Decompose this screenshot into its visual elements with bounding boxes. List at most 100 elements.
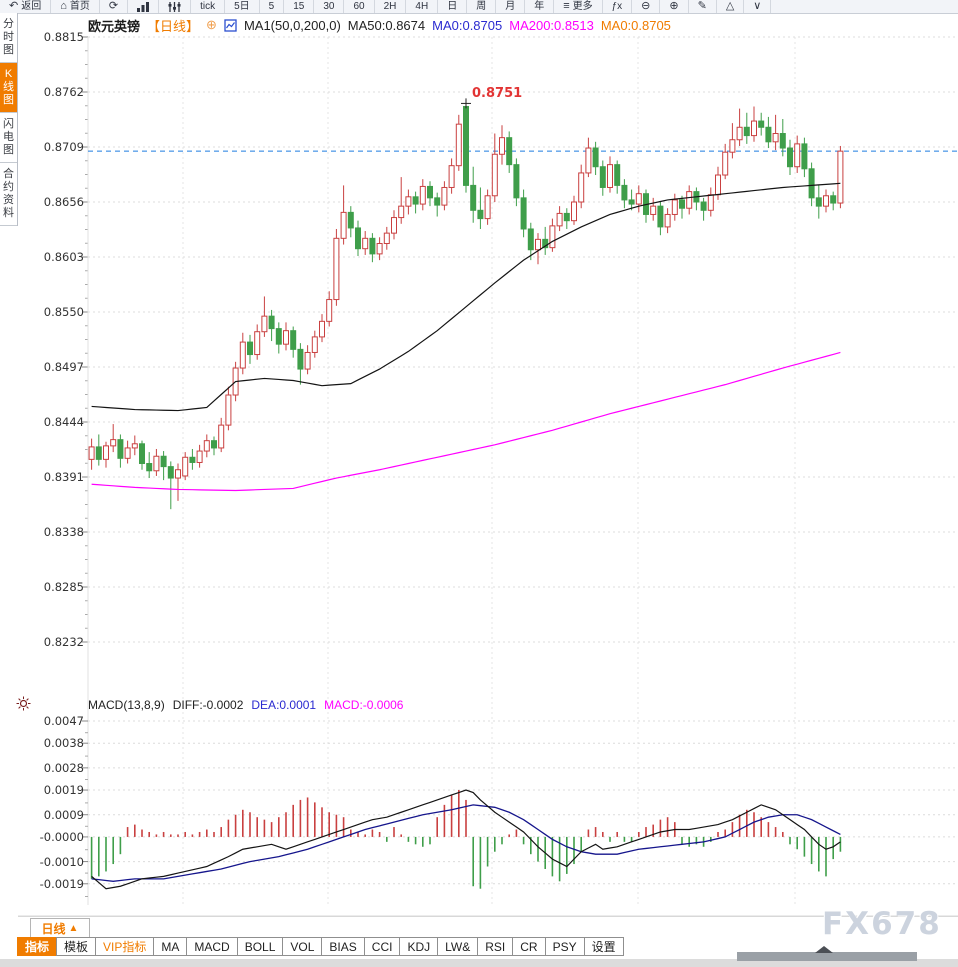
back-icon: ↶ bbox=[9, 0, 19, 12]
zoom-in-icon: ⊕ bbox=[669, 0, 679, 12]
toolbar-refresh[interactable]: ⟳ bbox=[100, 0, 129, 13]
sidebar-item-合约资料[interactable]: 合约资料 bbox=[0, 163, 17, 226]
tab-KDJ[interactable]: KDJ bbox=[399, 937, 439, 956]
tab-BOLL[interactable]: BOLL bbox=[236, 937, 284, 956]
toolbar-label: 5日 bbox=[234, 1, 250, 12]
more-icon: ≡ bbox=[563, 0, 570, 12]
tab-VIP指标[interactable]: VIP指标 bbox=[95, 937, 155, 956]
macd-axis-label: -0.0010 bbox=[39, 854, 84, 869]
price-axis-label: 0.8815 bbox=[43, 30, 84, 44]
sidebar-item-闪电图[interactable]: 闪电图 bbox=[0, 113, 17, 163]
tab-PSY[interactable]: PSY bbox=[544, 937, 585, 956]
tab-MA[interactable]: MA bbox=[153, 937, 188, 956]
toolbar-sliders[interactable] bbox=[159, 0, 192, 13]
expand-icon[interactable]: ⊕ bbox=[206, 17, 217, 32]
sidebar-item-分时图[interactable]: 分时图 bbox=[0, 13, 17, 63]
toolbar-label: 更多 bbox=[572, 1, 593, 12]
sliders-icon bbox=[168, 1, 181, 12]
ma0-orange-value: MA0:0.8705 bbox=[600, 17, 671, 33]
x-axis-row bbox=[18, 916, 958, 938]
toolbar-period-60[interactable]: 60 bbox=[344, 0, 375, 13]
toolbar-label: 4H bbox=[415, 1, 429, 12]
macd-axis-label: 0.0019 bbox=[43, 783, 84, 798]
macd-dea-value: DEA:0.0001 bbox=[251, 698, 317, 712]
toolbar-label: 日 bbox=[447, 1, 458, 12]
chart-header: 欧元英镑 【日线】 ⊕ MA1(50,0,200,0) MA50:0.8674 … bbox=[88, 16, 671, 34]
symbol-name: 欧元英镑 bbox=[88, 18, 141, 34]
tab-CCI[interactable]: CCI bbox=[363, 937, 401, 956]
macd-diff-value: DIFF:-0.0002 bbox=[172, 698, 244, 712]
toolbar-period-15[interactable]: 15 bbox=[284, 0, 315, 13]
toolbar-bar-chart[interactable] bbox=[128, 0, 160, 13]
toolbar-draw[interactable]: ✎ bbox=[689, 0, 717, 13]
tab-CR[interactable]: CR bbox=[512, 937, 546, 956]
refresh-icon: ⟳ bbox=[108, 0, 119, 12]
period-selector-button[interactable]: 日线 ▲ bbox=[30, 918, 90, 938]
fx678-watermark: FX678 bbox=[822, 906, 942, 942]
toolbar-label: 2H bbox=[383, 1, 397, 12]
price-axis-label: 0.8391 bbox=[43, 470, 84, 484]
toolbar-period-tick[interactable]: tick bbox=[191, 0, 226, 13]
period-label: 【日线】 bbox=[147, 18, 200, 34]
toolbar-period-week[interactable]: 周 bbox=[467, 0, 497, 13]
shapes-icon: △ bbox=[725, 0, 735, 12]
toolbar-zoom-out[interactable]: ⊖ bbox=[632, 0, 661, 13]
toolbar-label: ƒx bbox=[611, 1, 623, 12]
scroll-up-arrow-icon bbox=[815, 946, 833, 953]
toolbar-period-year[interactable]: 年 bbox=[525, 0, 555, 13]
toolbar-label: 周 bbox=[476, 1, 487, 12]
toolbar-zoom-in[interactable]: ⊕ bbox=[660, 0, 689, 13]
toolbar-back[interactable]: ↶ 返回 bbox=[0, 0, 52, 13]
toolbar-period-2h[interactable]: 2H bbox=[375, 0, 407, 13]
indicator-settings-icon[interactable] bbox=[16, 696, 31, 716]
top-toolbar: ↶ 返回 ⌂ 首页 ⟳ tick 5日 5 15 30 60 2H 4H 日周月年 ≡ 更多 ƒx ⊖ ⊕ ✎ △ ∨ bbox=[0, 0, 958, 14]
toolbar-fx-indicator[interactable]: ƒx bbox=[603, 0, 633, 13]
home-icon: ⌂ bbox=[60, 0, 67, 12]
collapse-icon: ∨ bbox=[753, 0, 762, 12]
price-axis-label: 0.8762 bbox=[43, 85, 84, 99]
indicator-tab-bar: 指标 模板 VIP指标 MA MACD BOLL VOL BIAS CCI KDJ LW& RSI CR… bbox=[17, 937, 624, 956]
toolbar-label: 30 bbox=[323, 1, 335, 12]
ma200-value: MA200:0.8513 bbox=[509, 17, 594, 33]
toolbar-period-month[interactable]: 月 bbox=[496, 0, 526, 13]
mini-chart-icon[interactable] bbox=[224, 18, 237, 32]
macd-axis-label: -0.0019 bbox=[39, 876, 84, 891]
toolbar-label: 60 bbox=[353, 1, 365, 12]
toolbar-period-5d[interactable]: 5日 bbox=[225, 0, 260, 13]
tab-BIAS[interactable]: BIAS bbox=[321, 937, 365, 956]
price-axis-label: 0.8444 bbox=[43, 415, 84, 429]
tab-LW&[interactable]: LW& bbox=[437, 937, 479, 956]
tab-MACD[interactable]: MACD bbox=[186, 937, 238, 956]
tab-指标[interactable]: 指标 bbox=[17, 937, 58, 956]
macd-formula-label: MACD(13,8,9) bbox=[88, 698, 165, 712]
toolbar-home[interactable]: ⌂ 首页 bbox=[51, 0, 100, 13]
toolbar-period-30[interactable]: 30 bbox=[314, 0, 345, 13]
toolbar-more[interactable]: ≡ 更多 bbox=[554, 0, 603, 13]
toolbar-label: 返回 bbox=[21, 1, 42, 12]
toolbar-collapse[interactable]: ∨ bbox=[744, 0, 772, 13]
macd-axis-label: -0.0000 bbox=[39, 829, 84, 844]
toolbar-label: 月 bbox=[505, 1, 516, 12]
macd-axis-label: 0.0028 bbox=[43, 760, 84, 775]
bottom-scrollbar-thumb[interactable] bbox=[737, 946, 917, 961]
toolbar-period-4h[interactable]: 4H bbox=[406, 0, 439, 13]
tab-模板[interactable]: 模板 bbox=[56, 937, 97, 956]
toolbar-period-5[interactable]: 5 bbox=[260, 0, 285, 13]
tab-设置[interactable]: 设置 bbox=[583, 937, 624, 956]
toolbar-period-day[interactable]: 日 bbox=[438, 0, 468, 13]
toolbar-label: tick bbox=[200, 1, 216, 12]
chevron-up-icon: ▲ bbox=[68, 922, 79, 934]
bar-chart-icon bbox=[137, 1, 150, 12]
toolbar-label: 5 bbox=[268, 1, 275, 12]
tab-VOL[interactable]: VOL bbox=[282, 937, 323, 956]
ma0-blue-value: MA0:0.8705 bbox=[432, 17, 503, 33]
toolbar-shapes[interactable]: △ bbox=[717, 0, 745, 13]
bottom-scrollbar-track[interactable] bbox=[0, 959, 958, 967]
tab-RSI[interactable]: RSI bbox=[477, 937, 514, 956]
price-axis-label: 0.8338 bbox=[43, 525, 84, 539]
price-axis-label: 0.8285 bbox=[43, 580, 84, 594]
toolbar-label: 年 bbox=[534, 1, 545, 12]
